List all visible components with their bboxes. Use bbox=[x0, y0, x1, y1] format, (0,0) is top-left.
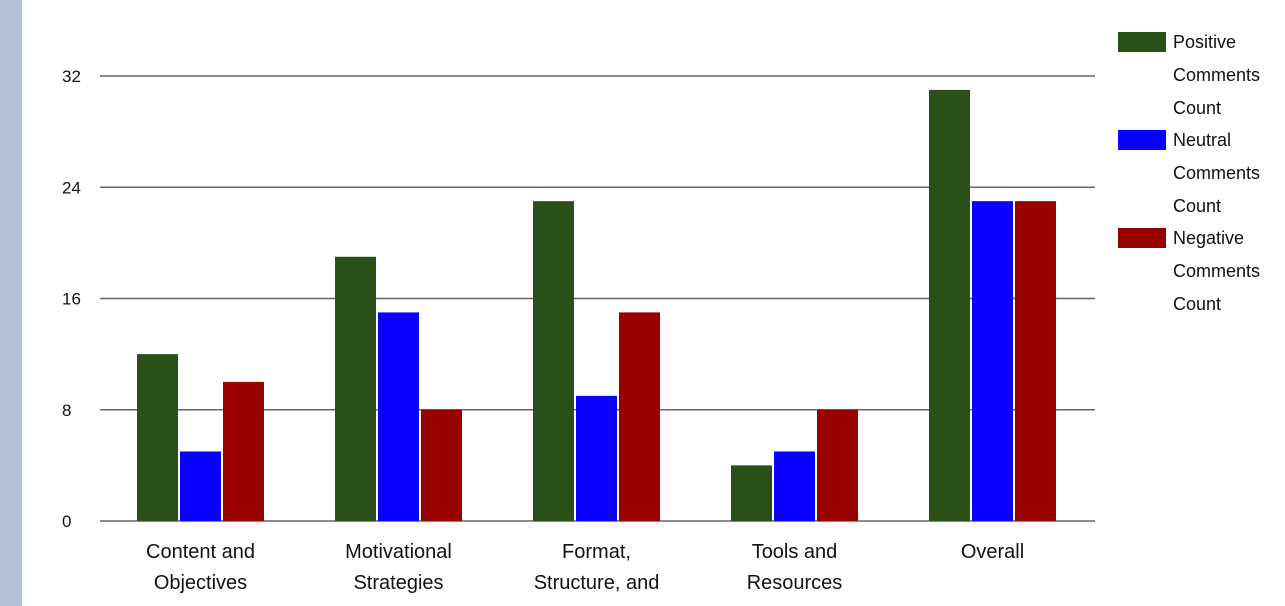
bar-neutral-comments-count-3 bbox=[774, 451, 815, 521]
legend-label: Negative bbox=[1173, 228, 1244, 248]
x-axis-categories: Content and Objectives Motivational Strateg… bbox=[146, 541, 1024, 594]
y-tick-label: 24 bbox=[62, 178, 81, 197]
category-label: Overall bbox=[961, 541, 1024, 563]
bar-positive-comments-count-0 bbox=[137, 354, 178, 521]
legend[interactable]: Positive Comments Count Neutral Comments Coun… bbox=[1118, 32, 1260, 314]
legend-label: Count bbox=[1173, 98, 1221, 118]
bar-neutral-comments-count-1 bbox=[378, 312, 419, 521]
category-label: Content and bbox=[146, 541, 255, 563]
bar-neutral-comments-count-4 bbox=[972, 201, 1013, 521]
category-label: Structure, and bbox=[534, 572, 660, 594]
legend-label: Comments bbox=[1173, 163, 1260, 183]
category-label: Tools and bbox=[752, 541, 838, 563]
y-tick-label: 32 bbox=[62, 67, 81, 86]
bar-positive-comments-count-3 bbox=[731, 465, 772, 521]
bar-neutral-comments-count-0 bbox=[180, 451, 221, 521]
legend-label: Count bbox=[1173, 196, 1221, 216]
legend-label: Comments bbox=[1173, 261, 1260, 281]
category-label: Format, bbox=[562, 541, 631, 563]
bar-positive-comments-count-1 bbox=[335, 256, 376, 521]
bar-positive-comments-count-2 bbox=[533, 201, 574, 521]
y-tick-label: 0 bbox=[62, 512, 71, 531]
bar-positive-comments-count-4 bbox=[929, 89, 970, 521]
category-label: Motivational bbox=[345, 541, 452, 563]
bar-neutral-comments-count-2 bbox=[576, 395, 617, 521]
legend-label: Count bbox=[1173, 294, 1221, 314]
bars bbox=[137, 89, 1056, 521]
legend-swatch bbox=[1118, 228, 1166, 248]
category-label: Resources bbox=[747, 572, 843, 594]
bar-negative-comments-count-2 bbox=[619, 312, 660, 521]
category-label: Objectives bbox=[154, 572, 247, 594]
legend-swatch bbox=[1118, 130, 1166, 150]
legend-swatch bbox=[1118, 32, 1166, 52]
legend-label: Comments bbox=[1173, 65, 1260, 85]
side-strip bbox=[0, 0, 22, 606]
bar-negative-comments-count-4 bbox=[1015, 201, 1056, 521]
legend-label: Neutral bbox=[1173, 130, 1231, 150]
bar-negative-comments-count-1 bbox=[421, 409, 462, 521]
y-tick-label: 16 bbox=[62, 290, 81, 309]
legend-label: Positive bbox=[1173, 32, 1236, 52]
y-axis-ticks: 0 8 16 24 32 bbox=[62, 67, 81, 531]
bar-negative-comments-count-3 bbox=[817, 409, 858, 521]
y-tick-label: 8 bbox=[62, 401, 71, 420]
category-label: Strategies bbox=[353, 572, 443, 594]
bar-negative-comments-count-0 bbox=[223, 381, 264, 521]
